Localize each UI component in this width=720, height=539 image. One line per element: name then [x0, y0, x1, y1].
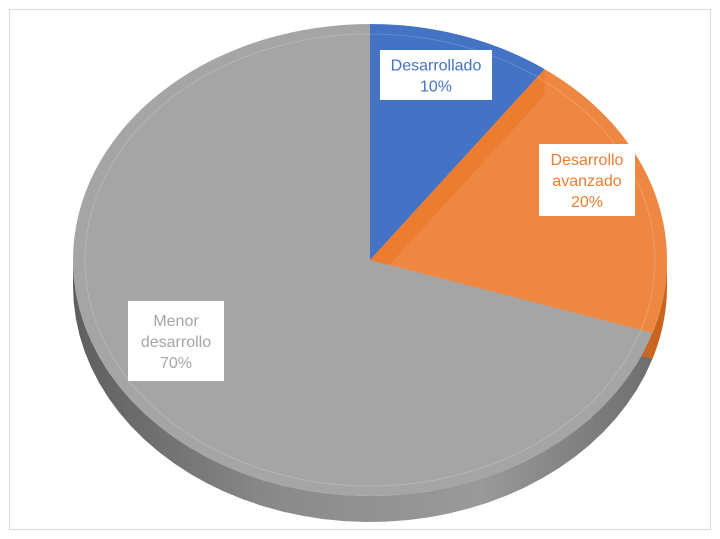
pie-slices	[72, 24, 667, 497]
pie-wall-desarrollo-avanzado	[652, 260, 667, 359]
data-label-desarrollado: Desarrollado 10%	[380, 50, 492, 100]
data-label-text: 10%	[420, 79, 452, 96]
data-label-text: desarrollo	[141, 334, 211, 351]
data-label-text: 20%	[571, 194, 603, 211]
data-label-menor-desarrollo: Menor desarrollo 70%	[128, 301, 224, 381]
pie-rim-highlight	[84, 33, 656, 487]
data-labels: Desarrollado 10% Desarrollo avanzado 20% Meno…	[128, 50, 635, 381]
pie-slice-desarrollo-avanzado	[370, 69, 667, 333]
data-label-box	[128, 301, 224, 381]
data-label-text: Desarrollo	[551, 152, 624, 169]
data-label-box	[380, 50, 492, 100]
data-label-desarrollo-avanzado: Desarrollo avanzado 20%	[539, 144, 635, 216]
data-label-text: Desarrollado	[391, 58, 482, 75]
data-label-box	[539, 144, 635, 216]
data-label-text: Menor	[153, 313, 199, 330]
data-label-text: 70%	[160, 355, 192, 372]
data-label-text: avanzado	[552, 173, 621, 190]
